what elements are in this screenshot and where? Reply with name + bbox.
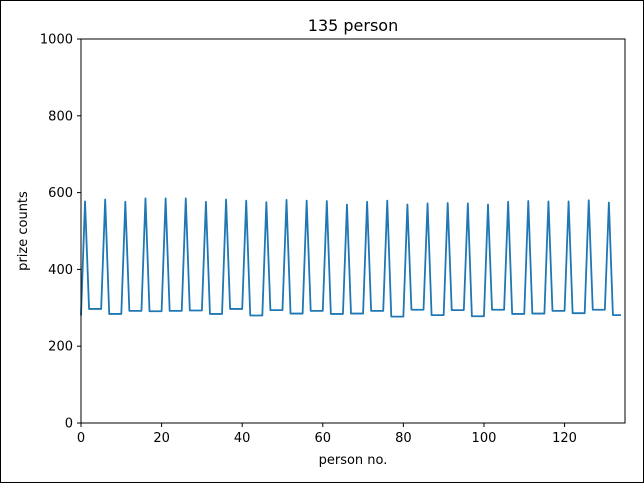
y-tick-label: 1000	[40, 33, 73, 48]
x-tick-label: 100	[472, 431, 497, 446]
x-tick-label: 40	[234, 431, 251, 446]
y-tick-label: 400	[48, 263, 73, 278]
plot-frame	[80, 38, 626, 424]
plot-series	[80, 197, 621, 318]
x-tick-label: 20	[153, 431, 170, 446]
x-tick-label: 120	[552, 431, 577, 446]
chart-title: 135 person	[308, 16, 398, 35]
y-axis-label: prize counts	[16, 191, 31, 271]
x-tick-label: 60	[315, 431, 332, 446]
y-axis: 0 200 400 600 800 1000	[40, 33, 81, 432]
y-tick-label: 200	[48, 340, 73, 355]
x-tick-label: 0	[77, 431, 85, 446]
x-axis-label: person no.	[319, 453, 388, 468]
x-tick-label: 80	[395, 431, 412, 446]
series-line	[80, 197, 621, 318]
y-tick-label: 0	[65, 417, 73, 432]
y-tick-label: 600	[48, 186, 73, 201]
y-tick-label: 800	[48, 109, 73, 124]
x-axis: 0 20 40 60 80 100 120	[77, 423, 577, 446]
